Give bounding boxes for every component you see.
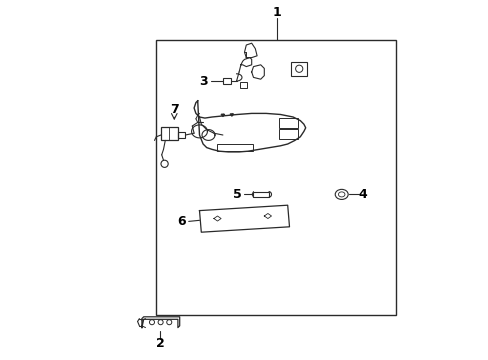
Bar <box>278 118 298 128</box>
Bar <box>178 132 185 138</box>
Text: 3: 3 <box>199 75 207 87</box>
Text: 5: 5 <box>232 188 241 201</box>
Text: 2: 2 <box>155 337 164 350</box>
Text: 1: 1 <box>272 6 281 19</box>
Text: 7: 7 <box>169 103 178 116</box>
Bar <box>291 62 307 76</box>
Bar <box>217 144 253 151</box>
Bar <box>278 129 298 139</box>
Bar <box>240 82 246 88</box>
Bar <box>161 127 178 140</box>
Bar <box>253 192 268 197</box>
Text: 4: 4 <box>358 188 367 201</box>
Text: 6: 6 <box>177 215 185 228</box>
Bar <box>156 40 395 315</box>
Bar <box>223 78 230 84</box>
